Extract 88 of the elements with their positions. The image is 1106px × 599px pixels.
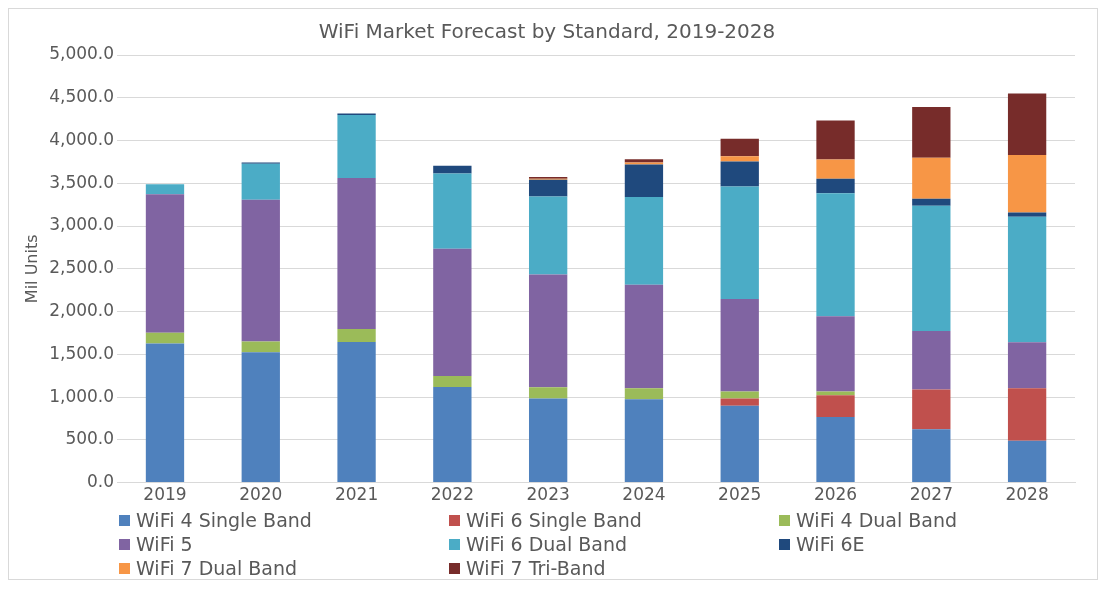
bar: [720, 138, 759, 157]
chart-title: WiFi Market Forecast by Standard, 2019-2028: [318, 19, 776, 44]
y-tick-label: 1,000.0: [49, 385, 115, 406]
bar: [624, 388, 664, 400]
bar: [816, 416, 855, 483]
y-tick-label: 3,000.0: [49, 214, 115, 235]
y-tick-label: 3,500.0: [49, 171, 115, 192]
bar: [433, 386, 472, 483]
bar: [816, 120, 855, 160]
bar: [720, 156, 759, 162]
bar: [720, 299, 759, 392]
legend-label: WiFi 7 Tri-Band: [466, 557, 606, 579]
bar: [433, 165, 472, 174]
bar: [241, 352, 280, 483]
legend-label: WiFi 5: [136, 533, 193, 555]
y-tick-label: 1,500.0: [49, 342, 115, 363]
x-tick-label: 2023: [526, 484, 570, 505]
bar: [912, 389, 951, 430]
bar: [624, 284, 664, 389]
bar: [912, 331, 951, 390]
bar: [528, 387, 568, 399]
bar: [145, 184, 185, 195]
y-tick-label: 5,000.0: [49, 43, 115, 64]
y-tick-label: 4,000.0: [49, 128, 115, 149]
bar: [816, 391, 855, 396]
bar: [241, 199, 280, 342]
bar: [816, 395, 855, 417]
bar: [241, 163, 280, 200]
x-tick-label: 2027: [909, 484, 953, 505]
bar: [1007, 216, 1047, 343]
y-tick-label: 2,000.0: [49, 299, 115, 320]
bar: [720, 405, 759, 483]
y-tick-label: 0.0: [87, 471, 115, 492]
bar: [337, 341, 376, 483]
bar: [337, 115, 376, 178]
x-tick-label: 2020: [239, 484, 283, 505]
bar: [720, 161, 759, 187]
legend-label: WiFi 6E: [796, 533, 865, 555]
bar: [433, 375, 472, 387]
bar: [1007, 440, 1047, 483]
x-tick-label: 2028: [1005, 484, 1049, 505]
x-tick-label: 2024: [622, 484, 666, 505]
x-tick-label: 2019: [143, 484, 187, 505]
y-tick-label: 500.0: [65, 428, 115, 449]
y-tick-label: 4,500.0: [49, 86, 115, 107]
legend-label: WiFi 6 Dual Band: [466, 533, 628, 555]
bar: [912, 205, 951, 332]
bar: [1007, 388, 1047, 441]
bar: [720, 186, 759, 300]
bar: [624, 399, 664, 483]
bar: [433, 248, 472, 376]
bar: [528, 274, 568, 388]
x-tick-label: 2021: [334, 484, 379, 505]
bar: [624, 164, 664, 197]
bar: [720, 398, 759, 406]
bar: [1007, 342, 1047, 389]
bar: [912, 198, 951, 206]
bar: [145, 343, 185, 483]
bar: [912, 429, 951, 483]
bar: [720, 391, 759, 399]
bar: [528, 398, 568, 483]
bar: [816, 178, 855, 194]
bar: [912, 157, 951, 199]
legend-label: WiFi 4 Single Band: [136, 509, 312, 531]
bar: [912, 106, 951, 158]
bar: [241, 341, 280, 353]
bar: [1007, 155, 1047, 213]
bar: [624, 196, 664, 285]
bar: [145, 194, 185, 333]
x-tick-label: 2026: [813, 484, 858, 505]
bar: [337, 328, 376, 342]
legend-label: WiFi 6 Single Band: [466, 509, 642, 531]
x-tick-label: 2022: [430, 484, 474, 505]
bar: [528, 179, 568, 197]
y-axis-title: Mil Units: [21, 234, 41, 304]
legend-label: WiFi 4 Dual Band: [796, 509, 958, 531]
bar: [816, 159, 855, 179]
legend-label: WiFi 7 Dual Band: [136, 557, 298, 579]
bar: [337, 177, 376, 329]
bar: [816, 193, 855, 317]
bar: [528, 196, 568, 275]
bar: [1007, 212, 1047, 217]
bar: [816, 316, 855, 392]
bar: [433, 173, 472, 249]
x-tick-label: 2025: [718, 484, 762, 505]
bar: [145, 332, 185, 344]
bar: [1007, 93, 1047, 156]
y-tick-label: 2,500.0: [49, 257, 115, 278]
